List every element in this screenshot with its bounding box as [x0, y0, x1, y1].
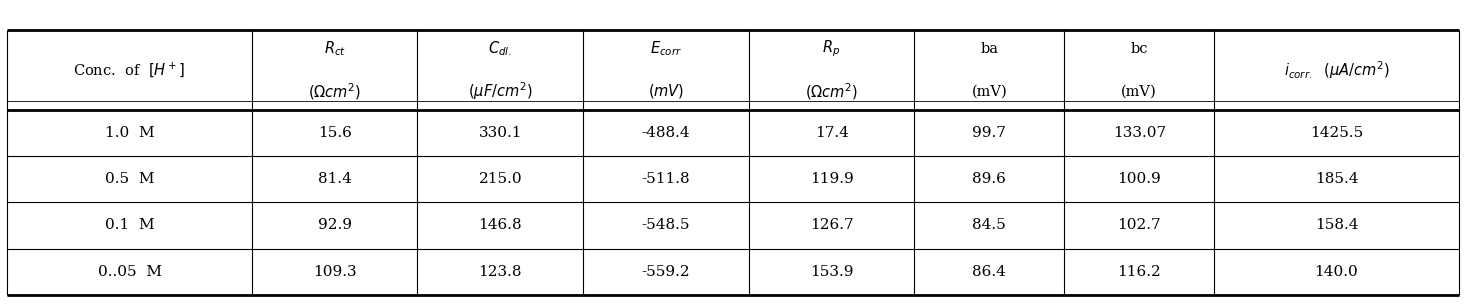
Text: 0..05  M: 0..05 M [98, 265, 161, 279]
Text: $i_{corr.}$  $(\mu A/cm^2)$: $i_{corr.}$ $(\mu A/cm^2)$ [1284, 59, 1390, 81]
Text: 119.9: 119.9 [809, 172, 853, 186]
Text: 158.4: 158.4 [1315, 219, 1358, 233]
Text: 1.0  M: 1.0 M [104, 126, 154, 140]
Text: 153.9: 153.9 [809, 265, 853, 279]
Text: 100.9: 100.9 [1117, 172, 1161, 186]
Text: (mV): (mV) [1121, 84, 1157, 98]
Text: bc: bc [1130, 42, 1148, 56]
Text: 0.5  M: 0.5 M [106, 172, 154, 186]
Text: $C_{dl.}$: $C_{dl.}$ [488, 40, 512, 58]
Text: 330.1: 330.1 [478, 126, 522, 140]
Text: $E_{corr}$: $E_{corr}$ [649, 40, 682, 58]
Text: 84.5: 84.5 [972, 219, 1006, 233]
Text: 99.7: 99.7 [972, 126, 1006, 140]
Text: 89.6: 89.6 [972, 172, 1006, 186]
Text: $R_{ct}$: $R_{ct}$ [324, 40, 346, 58]
Text: 140.0: 140.0 [1315, 265, 1359, 279]
Text: 86.4: 86.4 [972, 265, 1006, 279]
Text: 146.8: 146.8 [478, 219, 522, 233]
Text: 1425.5: 1425.5 [1309, 126, 1363, 140]
Text: 123.8: 123.8 [478, 265, 522, 279]
Text: 215.0: 215.0 [478, 172, 522, 186]
Text: $R_{p}$: $R_{p}$ [822, 39, 840, 59]
Text: ba: ba [981, 42, 998, 56]
Text: $(mV)$: $(mV)$ [648, 82, 685, 100]
Text: 92.9: 92.9 [318, 219, 352, 233]
Text: 15.6: 15.6 [318, 126, 352, 140]
Text: $(\mu F/cm^2)$: $(\mu F/cm^2)$ [468, 81, 532, 102]
Text: 109.3: 109.3 [312, 265, 356, 279]
Text: (mV): (mV) [972, 84, 1007, 98]
Text: $(\Omega cm^2)$: $(\Omega cm^2)$ [805, 81, 858, 102]
Text: 133.07: 133.07 [1113, 126, 1165, 140]
Text: $(\Omega cm^2)$: $(\Omega cm^2)$ [308, 81, 361, 102]
Text: Conc.  of  $[H^+]$: Conc. of $[H^+]$ [73, 61, 186, 79]
Text: -548.5: -548.5 [642, 219, 690, 233]
Text: -511.8: -511.8 [642, 172, 690, 186]
Text: -488.4: -488.4 [642, 126, 690, 140]
Text: 102.7: 102.7 [1117, 219, 1161, 233]
Text: 81.4: 81.4 [318, 172, 352, 186]
Text: 0.1  M: 0.1 M [104, 219, 154, 233]
Text: 185.4: 185.4 [1315, 172, 1358, 186]
Text: 126.7: 126.7 [809, 219, 853, 233]
Text: -559.2: -559.2 [642, 265, 690, 279]
Text: 17.4: 17.4 [815, 126, 849, 140]
Text: 116.2: 116.2 [1117, 265, 1161, 279]
